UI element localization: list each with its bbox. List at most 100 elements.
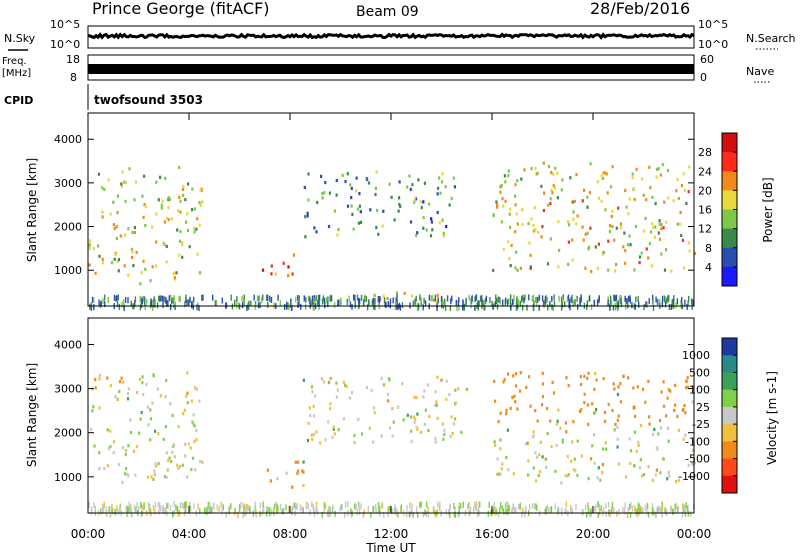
range-cell xyxy=(130,300,132,307)
range-cell xyxy=(382,209,385,213)
range-cell xyxy=(513,294,515,301)
range-cell xyxy=(614,422,617,427)
range-cell xyxy=(583,374,586,378)
range-cell xyxy=(238,302,240,309)
range-cell xyxy=(428,414,431,419)
range-cell xyxy=(258,295,260,302)
range-cell xyxy=(409,187,412,191)
range-cell xyxy=(567,240,570,244)
range-cell xyxy=(165,476,168,480)
range-cell xyxy=(398,196,401,200)
range-cell xyxy=(165,298,167,305)
cpid-panel: CPID twofsound 3503 xyxy=(4,84,203,110)
range-cell xyxy=(401,302,404,309)
range-cell xyxy=(509,207,512,211)
range-cell xyxy=(192,423,195,427)
range-cell xyxy=(530,167,533,171)
range-cell xyxy=(676,222,679,226)
range-cell xyxy=(443,299,446,305)
range-cell xyxy=(567,294,570,301)
xtick-label: 04:00 xyxy=(172,527,207,541)
range-cell xyxy=(568,299,570,306)
range-cell xyxy=(141,504,143,511)
ytick-label: 2000 xyxy=(54,221,82,234)
range-cell xyxy=(609,295,612,302)
range-cell xyxy=(307,198,310,202)
range-cell xyxy=(686,505,688,512)
range-cell xyxy=(449,504,451,511)
range-cell xyxy=(625,205,628,209)
range-cell xyxy=(151,401,154,405)
range-cell xyxy=(542,208,545,213)
range-cell xyxy=(422,511,424,518)
range-cell xyxy=(333,302,336,308)
range-cell xyxy=(451,431,454,436)
range-cell xyxy=(118,303,121,310)
range-cell xyxy=(500,220,503,224)
range-cell xyxy=(100,300,102,307)
range-cell xyxy=(590,304,593,311)
range-cell xyxy=(432,298,435,302)
range-cell xyxy=(496,472,499,476)
range-cell xyxy=(344,501,347,508)
range-cell xyxy=(484,298,487,304)
range-cell xyxy=(115,225,118,229)
range-cell xyxy=(291,272,294,276)
range-cell xyxy=(542,161,545,165)
range-cell xyxy=(350,391,354,395)
range-cell xyxy=(188,299,190,306)
range-cell xyxy=(292,253,295,257)
range-cell xyxy=(475,503,477,510)
range-cell xyxy=(537,474,540,478)
range-cell xyxy=(391,434,394,438)
range-cell xyxy=(370,511,372,518)
range-cell xyxy=(94,378,97,382)
range-cell xyxy=(570,297,572,304)
range-cell xyxy=(638,301,640,308)
range-cell xyxy=(503,508,505,515)
range-cell xyxy=(179,502,181,509)
range-cell xyxy=(557,508,559,515)
range-cell xyxy=(632,406,635,410)
range-cell xyxy=(383,297,386,304)
range-cell xyxy=(248,505,250,512)
range-cell xyxy=(245,503,248,510)
range-cell xyxy=(412,415,415,419)
range-cell xyxy=(91,296,94,303)
range-cell xyxy=(423,181,426,185)
range-cell xyxy=(406,504,408,511)
range-cell xyxy=(410,439,413,443)
range-cell xyxy=(156,302,159,309)
range-cell xyxy=(241,295,243,302)
range-cell xyxy=(575,173,578,177)
range-cell xyxy=(304,215,307,219)
range-cell xyxy=(668,474,671,478)
range-cell xyxy=(297,302,299,308)
range-cell xyxy=(679,210,682,215)
range-cell xyxy=(342,380,345,384)
range-cell xyxy=(191,300,193,307)
range-cell xyxy=(516,179,519,183)
range-cell xyxy=(139,295,141,302)
range-cell xyxy=(395,291,399,295)
range-cell xyxy=(310,385,314,389)
range-cell xyxy=(524,294,526,301)
range-cell xyxy=(509,264,512,268)
range-cell xyxy=(186,401,189,405)
range-cell xyxy=(354,503,356,510)
range-cell xyxy=(162,437,165,441)
range-cell xyxy=(450,415,453,419)
range-cell xyxy=(614,269,617,273)
colorbar-segment xyxy=(722,424,737,442)
range-cell xyxy=(546,262,550,266)
colorbar-tick-label: 24 xyxy=(698,165,712,178)
range-cell xyxy=(154,429,157,433)
range-cell xyxy=(675,302,677,309)
range-cell xyxy=(567,220,570,224)
range-cell xyxy=(581,509,583,516)
range-cell xyxy=(152,477,155,481)
range-cell xyxy=(620,301,623,308)
range-cell xyxy=(516,407,519,411)
range-cell xyxy=(154,302,156,309)
